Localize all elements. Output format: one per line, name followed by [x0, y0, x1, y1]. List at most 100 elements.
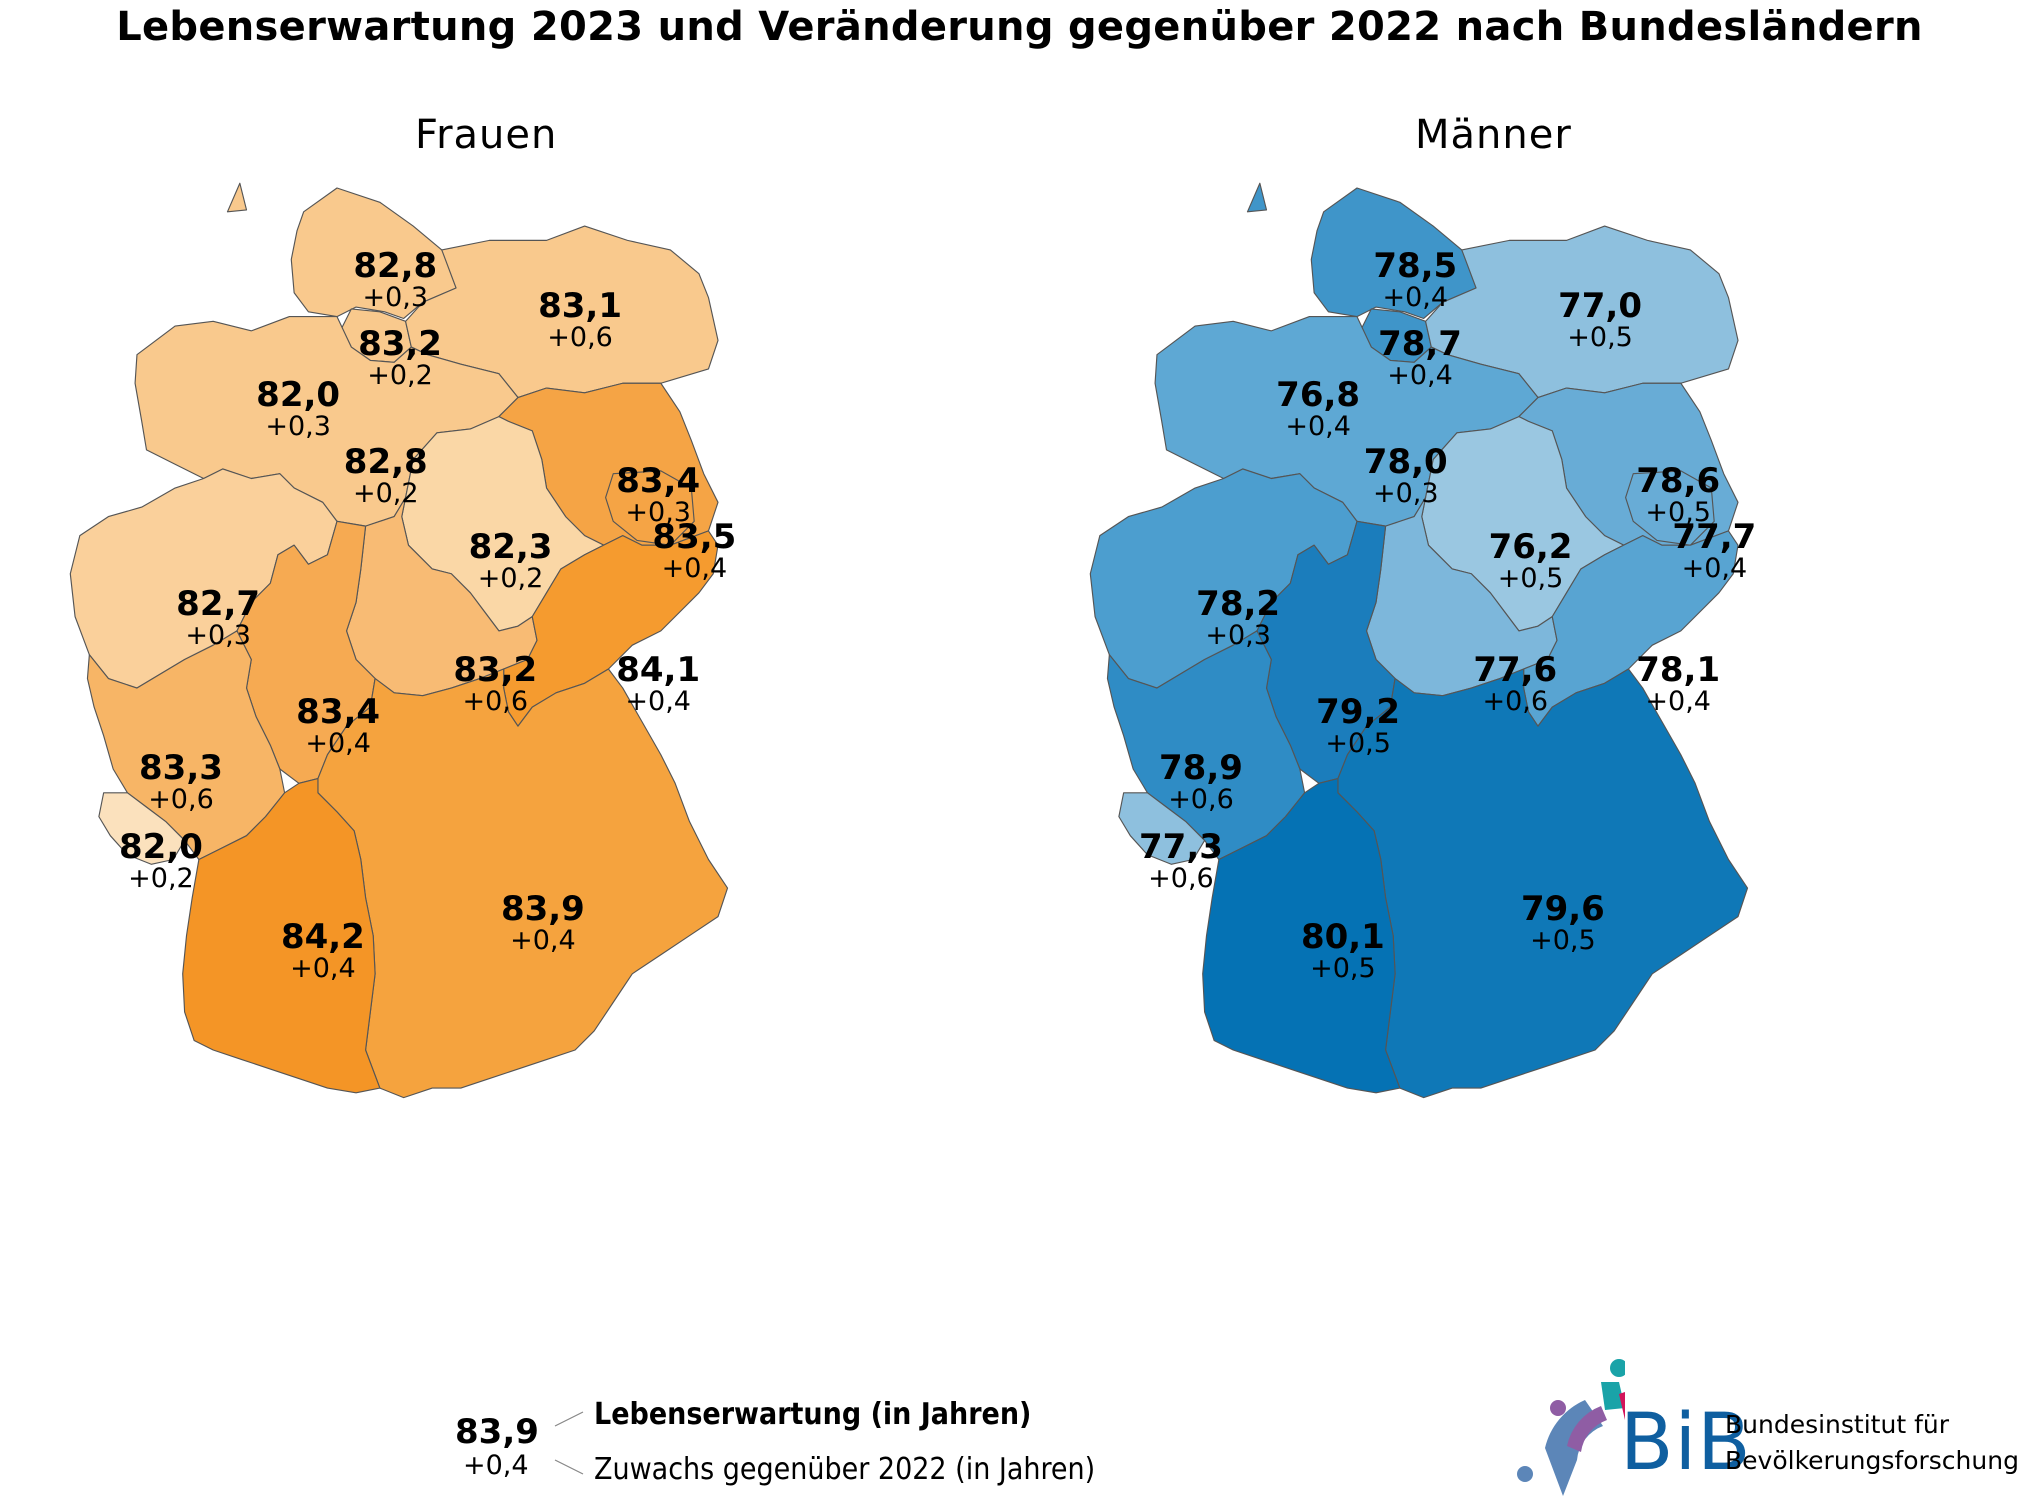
legend-leader-lines [554, 1411, 584, 1475]
state-change: +0,4 [1681, 553, 1748, 585]
state-value: 83,4 [616, 461, 701, 502]
state-label-sachsen-women: 84,1 +0,4 [583, 653, 733, 715]
state-schleswig-holstein-men [1246, 182, 1482, 320]
state-value: 77,0 [1558, 285, 1642, 326]
state-value: 78,5 [1373, 245, 1458, 286]
state-label-rheinland-pfalz-men: 78,9 +0,6 [1126, 751, 1276, 813]
state-label-niedersachsen-men: 78,0 +0,3 [1331, 445, 1481, 507]
state-value: 76,8 [1276, 374, 1361, 415]
state-value: 83,9 [500, 888, 585, 929]
legend: 83,9 +0,4 Lebenserwartung (in Jahren) Zu… [455, 1388, 1215, 1488]
state-value: 78,7 [1378, 324, 1462, 365]
state-change: +0,4 [1285, 410, 1351, 442]
state-value: 80,1 [1300, 917, 1385, 958]
state-change: +0,3 [362, 281, 429, 313]
state-label-brandenburg-women: 83,4 +0,3 [583, 464, 733, 526]
legend-example-value: 83,9 [455, 1412, 539, 1452]
state-change: +0,5 [1567, 321, 1633, 353]
chart-title: Lebenserwartung 2023 und Veränderung geg… [116, 4, 1923, 50]
state-value: 77,3 [1139, 827, 1223, 867]
state-label-bayern-men: 79,6 +0,5 [1488, 892, 1638, 954]
state-value: 82,0 [119, 827, 203, 867]
state-value: 78,2 [1196, 584, 1281, 625]
state-change: +0,6 [1148, 863, 1214, 894]
state-label-niedersachsen-women: 82,8 +0,2 [311, 445, 461, 507]
state-change: +0,3 [1205, 620, 1271, 652]
state-label-hamburg-men: 78,7 +0,4 [1345, 327, 1495, 389]
state-label-nordrhein-westfalen-women: 82,7 +0,3 [143, 587, 293, 649]
state-label-bremen-men: 76,8 +0,4 [1243, 378, 1393, 440]
state-change: +0,6 [1168, 783, 1234, 815]
state-value: 79,2 [1316, 691, 1401, 732]
bib-wordmark: BiB [1620, 1398, 1752, 1488]
state-value: 83,2 [358, 324, 442, 365]
state-value: 83,3 [139, 747, 223, 788]
state-value: 83,5 [652, 517, 737, 558]
institute-name-line1: Bundesinstitut für [1725, 1410, 1949, 1439]
state-value: 82,8 [343, 442, 428, 483]
state-change: +0,4 [305, 727, 371, 759]
state-value: 82,0 [256, 374, 341, 415]
state-value: 78,0 [1363, 442, 1448, 483]
state-change: +0,3 [185, 620, 251, 652]
state-value: 76,2 [1488, 526, 1573, 567]
state-label-sachsen-anhalt-men: 76,2 +0,5 [1456, 530, 1606, 592]
state-label-thueringen-women: 83,2 +0,6 [420, 653, 570, 715]
state-label-nordrhein-westfalen-men: 78,2 +0,3 [1163, 587, 1313, 649]
state-label-baden-wuerttemberg-women: 84,2 +0,4 [248, 920, 398, 982]
state-label-berlin-men: 77,7 +0,4 [1639, 520, 1789, 582]
state-value: 77,7 [1672, 517, 1757, 558]
state-change: +0,4 [510, 924, 576, 956]
state-label-hessen-men: 79,2 +0,5 [1283, 695, 1433, 757]
state-value: 82,3 [468, 526, 553, 567]
state-label-baden-wuerttemberg-men: 80,1 +0,5 [1268, 920, 1418, 982]
state-change: +0,5 [1530, 924, 1596, 956]
state-value: 79,6 [1520, 888, 1605, 929]
map-title-women: Frauen [415, 112, 558, 158]
state-change: +0,4 [290, 953, 356, 985]
legend-example-change: +0,4 [463, 1450, 529, 1481]
state-label-schleswig-holstein-men: 78,5 +0,4 [1340, 249, 1490, 311]
map-women-svg [69, 182, 729, 1099]
state-label-bayern-women: 83,9 +0,4 [468, 892, 618, 954]
state-change: +0,3 [625, 497, 691, 529]
state-change: +0,5 [1325, 727, 1391, 759]
state-value: 83,4 [296, 691, 381, 732]
state-change: +0,2 [128, 863, 194, 894]
legend-value-label: Lebenserwartung (in Jahren) [594, 1397, 1032, 1432]
legend-change-label: Zuwachs gegenüber 2022 (in Jahren) [594, 1452, 1096, 1487]
state-change: +0,5 [1645, 497, 1711, 529]
state-value: 78,6 [1636, 461, 1721, 502]
map-men: Männer 78,5 +0,4 78,7 +0,4 77,0 +0,5 76,8 +0,4 7… [1060, 90, 2020, 1380]
state-label-saarland-men: 77,3 +0,6 [1106, 830, 1256, 892]
map-women: Frauen 82,8 +0,3 83,2 +0,2 83,1 +0,6 82,0 +0,3 8… [40, 90, 1000, 1380]
state-label-rheinland-pfalz-women: 83,3 +0,6 [106, 751, 256, 813]
state-label-sachsen-men: 78,1 +0,4 [1603, 653, 1753, 715]
state-value: 82,7 [176, 584, 261, 625]
bib-logo-mark [1517, 1359, 1666, 1496]
state-value: 77,6 [1473, 649, 1558, 690]
state-label-bremen-women: 82,0 +0,3 [223, 378, 373, 440]
state-change: +0,3 [1372, 478, 1439, 510]
state-label-schleswig-holstein-women: 82,8 +0,3 [320, 249, 470, 311]
state-schleswig-holstein-women [226, 182, 462, 320]
state-change: +0,2 [367, 360, 433, 392]
institute-name-line2: Bevölkerungsforschung [1725, 1446, 2019, 1475]
state-change: +0,6 [462, 685, 529, 717]
state-change: +0,4 [661, 553, 728, 585]
state-baden-wuerttemberg-women [182, 777, 381, 1094]
state-label-sachsen-anhalt-women: 82,3 +0,2 [436, 530, 586, 592]
state-value: 83,1 [538, 285, 622, 326]
map-men-svg [1089, 182, 1749, 1099]
state-value: 83,2 [453, 649, 538, 690]
state-change: +0,4 [1387, 360, 1453, 392]
state-value: 82,8 [353, 245, 438, 286]
state-label-hessen-women: 83,4 +0,4 [263, 695, 413, 757]
state-value: 78,1 [1636, 649, 1721, 690]
state-label-saarland-women: 82,0 +0,2 [86, 830, 236, 892]
state-change: +0,4 [625, 685, 691, 717]
state-change: +0,6 [1482, 685, 1549, 717]
state-value: 84,1 [616, 649, 701, 690]
state-saarland-women [98, 792, 186, 865]
state-change: +0,3 [265, 410, 331, 442]
